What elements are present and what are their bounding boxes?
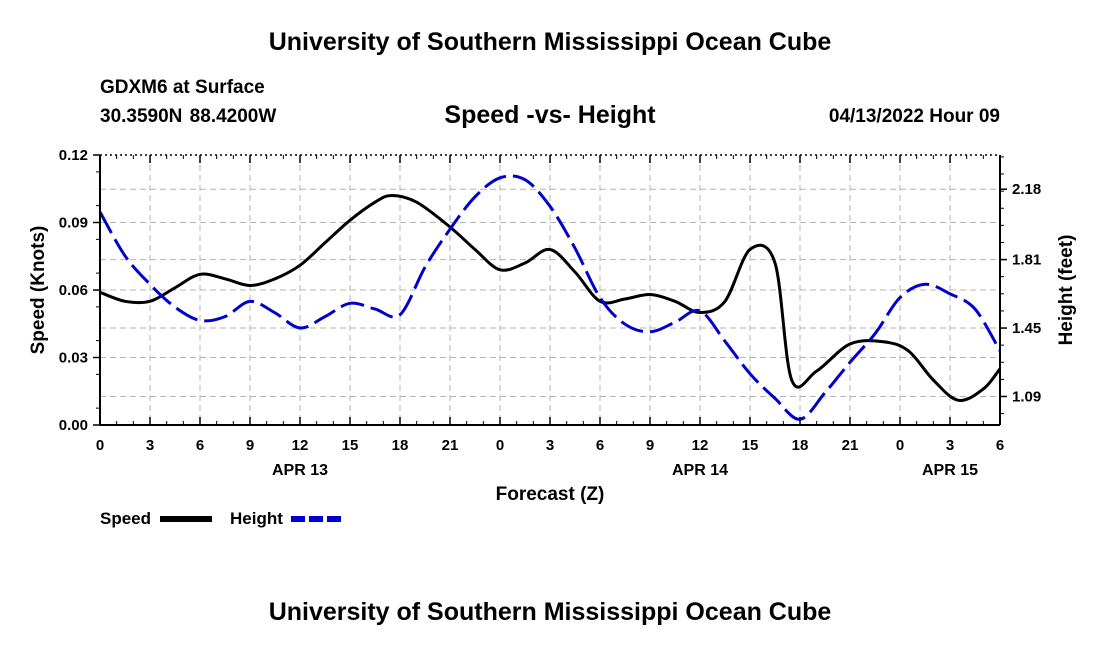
station-label: GDXM6 at Surface (100, 77, 265, 98)
x-tick-label: 18 (392, 437, 409, 454)
x-tick-label: 12 (292, 437, 309, 454)
x-day-label: APR 15 (922, 462, 978, 479)
x-tick-label: 0 (896, 437, 904, 454)
x-tick-label: 6 (196, 437, 204, 454)
x-tick-label: 12 (692, 437, 709, 454)
x-day-label: APR 14 (672, 462, 728, 479)
y-left-tick-label: 0.06 (59, 282, 88, 299)
x-tick-label: 21 (442, 437, 459, 454)
y-right-tick-label: 1.81 (1012, 252, 1041, 269)
y-right-tick-label: 2.18 (1012, 181, 1041, 198)
y-right-tick-label: 1.45 (1012, 320, 1041, 337)
y-left-axis-title: Speed (Knots) (28, 226, 49, 355)
footer-title: University of Southern Mississippi Ocean… (268, 598, 832, 626)
x-tick-label: 6 (596, 437, 604, 454)
chart-subtitle: Speed -vs- Height (444, 101, 656, 129)
x-tick-label: 3 (546, 437, 554, 454)
x-tick-label: 9 (246, 437, 254, 454)
y-left-tick-label: 0.09 (59, 215, 88, 232)
y-right-axis-title: Height (feet) (1056, 235, 1077, 346)
y-left-tick-label: 0.12 (59, 147, 88, 164)
x-tick-label: 18 (792, 437, 809, 454)
y-left-tick-label: 0.03 (59, 350, 88, 367)
x-tick-label: 0 (96, 437, 104, 454)
x-axis-title: Forecast (Z) (496, 484, 605, 505)
legend-swatches (160, 516, 343, 522)
x-tick-label: 15 (342, 437, 359, 454)
x-tick-label: 3 (146, 437, 154, 454)
legend-height-label: Height (230, 509, 283, 528)
y-right-tick-label: 1.09 (1012, 388, 1041, 405)
station-coordinates: 30.3590N 88.4200W (100, 106, 277, 127)
x-tick-label: 6 (996, 437, 1004, 454)
legend-speed-label: Speed (100, 509, 152, 528)
chart-title: University of Southern Mississippi Ocean… (268, 28, 832, 56)
forecast-datetime: 04/13/2022 Hour 09 (828, 106, 1000, 127)
x-tick-label: 9 (646, 437, 654, 454)
x-day-label: APR 13 (272, 462, 328, 479)
series-line-speed (99, 194, 1002, 402)
x-tick-label: 15 (742, 437, 759, 454)
x-tick-label: 0 (496, 437, 504, 454)
y-left-tick-label: 0.00 (59, 417, 88, 434)
series-line-height (98, 174, 1002, 421)
x-tick-label: 21 (842, 437, 859, 454)
x-tick-label: 3 (946, 437, 954, 454)
